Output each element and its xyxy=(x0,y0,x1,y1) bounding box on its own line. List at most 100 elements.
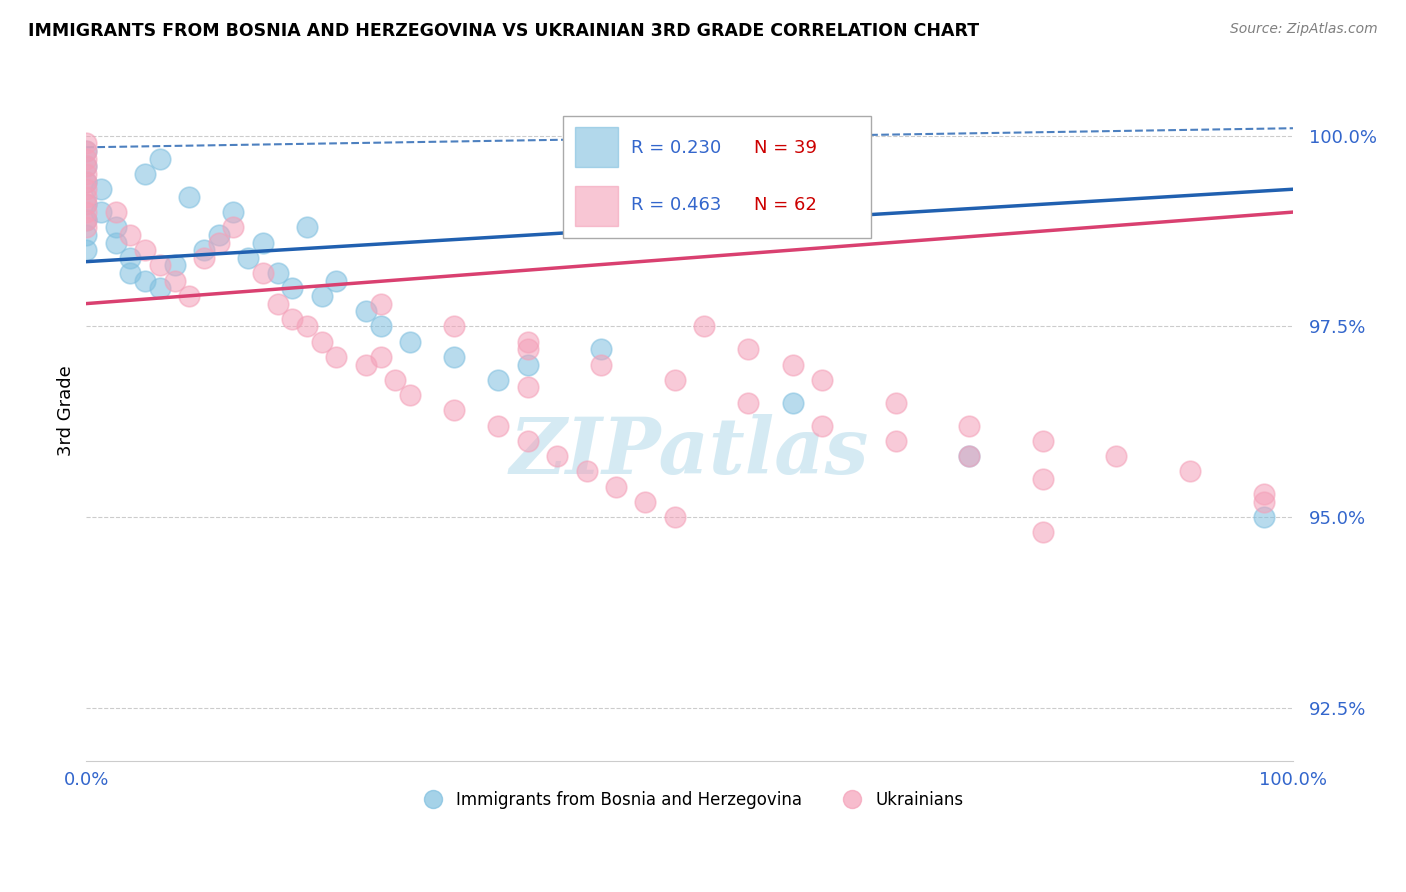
Point xyxy=(75,144,97,158)
Point xyxy=(222,220,245,235)
Point xyxy=(1032,434,1054,448)
Point xyxy=(516,334,538,349)
Point xyxy=(222,205,245,219)
Point xyxy=(354,358,377,372)
Point xyxy=(179,190,201,204)
Point xyxy=(75,197,97,211)
Point xyxy=(266,266,288,280)
Point xyxy=(957,418,980,433)
Point xyxy=(90,205,112,219)
Text: ZIPatlas: ZIPatlas xyxy=(510,414,869,491)
Point xyxy=(75,190,97,204)
Point xyxy=(179,289,201,303)
Point xyxy=(591,343,613,357)
Point xyxy=(634,495,657,509)
Point xyxy=(311,289,333,303)
Point xyxy=(193,244,215,258)
Point xyxy=(163,274,186,288)
Point xyxy=(75,167,97,181)
Point xyxy=(1253,495,1275,509)
Point xyxy=(75,136,97,151)
Point xyxy=(516,380,538,394)
Point xyxy=(252,235,274,250)
Point xyxy=(443,403,465,417)
Point xyxy=(516,343,538,357)
Point xyxy=(295,319,318,334)
Point xyxy=(1032,525,1054,540)
Point xyxy=(149,281,172,295)
Point xyxy=(193,251,215,265)
Point xyxy=(75,159,97,173)
Point xyxy=(782,395,804,409)
Point xyxy=(325,274,347,288)
Point xyxy=(90,182,112,196)
Point xyxy=(75,159,97,173)
Point xyxy=(311,334,333,349)
Point xyxy=(737,343,759,357)
Point xyxy=(1253,487,1275,501)
Point xyxy=(281,281,304,295)
Point xyxy=(208,235,231,250)
Point xyxy=(134,167,156,181)
Point xyxy=(1032,472,1054,486)
Point xyxy=(149,152,172,166)
Point xyxy=(134,274,156,288)
Point xyxy=(591,358,613,372)
Point xyxy=(120,227,142,242)
Point xyxy=(75,227,97,242)
Point xyxy=(75,197,97,211)
Point xyxy=(295,220,318,235)
Point xyxy=(486,418,509,433)
Point xyxy=(104,235,127,250)
Point xyxy=(399,334,422,349)
Point xyxy=(120,266,142,280)
Point xyxy=(664,510,686,524)
Point xyxy=(104,220,127,235)
Point xyxy=(134,244,156,258)
Point xyxy=(75,212,97,227)
Point xyxy=(354,304,377,318)
Point xyxy=(546,449,568,463)
Point xyxy=(957,449,980,463)
Point xyxy=(370,350,392,364)
Point xyxy=(737,395,759,409)
Point xyxy=(605,480,627,494)
Point xyxy=(75,175,97,189)
Point xyxy=(486,373,509,387)
Point xyxy=(208,227,231,242)
Point xyxy=(1105,449,1128,463)
Point xyxy=(782,358,804,372)
Point xyxy=(399,388,422,402)
Point xyxy=(75,144,97,158)
Point xyxy=(75,220,97,235)
Point xyxy=(516,434,538,448)
Point xyxy=(75,212,97,227)
Point xyxy=(664,373,686,387)
Point xyxy=(443,319,465,334)
Point xyxy=(104,205,127,219)
Point xyxy=(325,350,347,364)
Point xyxy=(75,244,97,258)
Text: IMMIGRANTS FROM BOSNIA AND HERZEGOVINA VS UKRAINIAN 3RD GRADE CORRELATION CHART: IMMIGRANTS FROM BOSNIA AND HERZEGOVINA V… xyxy=(28,22,979,40)
Point xyxy=(1178,464,1201,478)
Point xyxy=(384,373,406,387)
Point xyxy=(281,311,304,326)
Point xyxy=(575,464,598,478)
Point xyxy=(811,418,834,433)
Point xyxy=(75,175,97,189)
Point xyxy=(75,152,97,166)
Point xyxy=(811,373,834,387)
Point xyxy=(266,296,288,310)
Legend: Immigrants from Bosnia and Herzegovina, Ukrainians: Immigrants from Bosnia and Herzegovina, … xyxy=(409,785,970,816)
Point xyxy=(238,251,260,265)
Point xyxy=(884,434,907,448)
Point xyxy=(693,319,716,334)
Point xyxy=(75,182,97,196)
Point xyxy=(163,259,186,273)
Point xyxy=(516,358,538,372)
Point xyxy=(884,395,907,409)
Point xyxy=(370,319,392,334)
Point xyxy=(120,251,142,265)
Point xyxy=(443,350,465,364)
Point xyxy=(75,205,97,219)
